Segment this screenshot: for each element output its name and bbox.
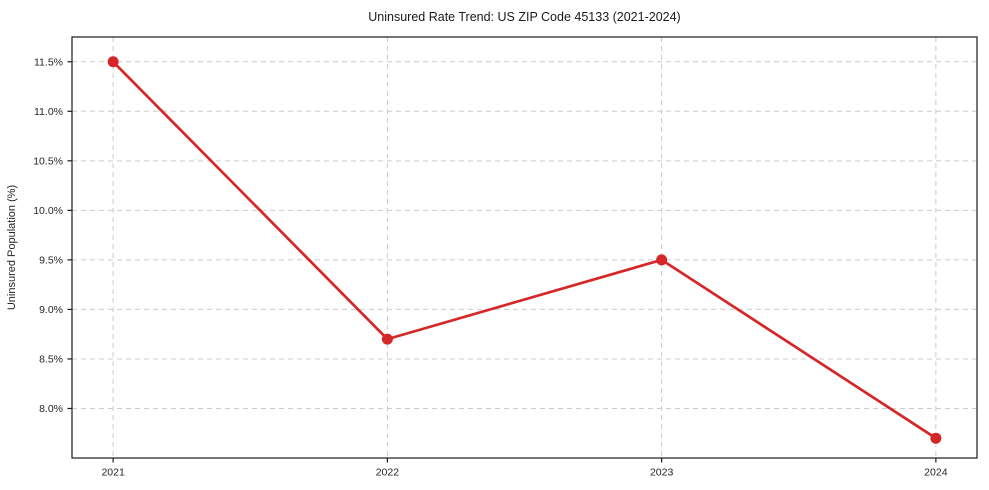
y-tick-label: 11.0% [34, 106, 63, 118]
y-axis-label: Uninsured Population (%) [6, 185, 18, 310]
y-tick-label: 10.5% [33, 155, 63, 167]
y-tick-label: 8.5% [39, 353, 63, 365]
data-point-2023 [656, 254, 668, 266]
data-point-2022 [381, 333, 393, 345]
x-tick-label: 2023 [650, 467, 674, 479]
plot-border [71, 36, 978, 459]
trend-line [111, 60, 938, 440]
plot-layer: 8.0% 8.5% 9.0% 9.5% 10.0% 10.5% 11.0% 11.5% 2021… [33, 36, 978, 479]
y-tick-label: 9.5% [39, 254, 63, 266]
y-tick-label: 8.0% [39, 403, 63, 415]
y-tick-label: 10.0% [33, 205, 63, 217]
x-tick-label: 2024 [924, 467, 948, 479]
data-point-2024 [930, 432, 942, 444]
data-point-2021 [107, 56, 119, 68]
y-tick-label: 11.5% [34, 56, 63, 68]
x-tick-label: 2022 [376, 467, 400, 479]
x-tick-label: 2021 [101, 467, 125, 479]
y-tick-label: 9.0% [39, 304, 63, 316]
chart-title: Uninsured Rate Trend: US ZIP Code 45133 … [368, 10, 680, 24]
